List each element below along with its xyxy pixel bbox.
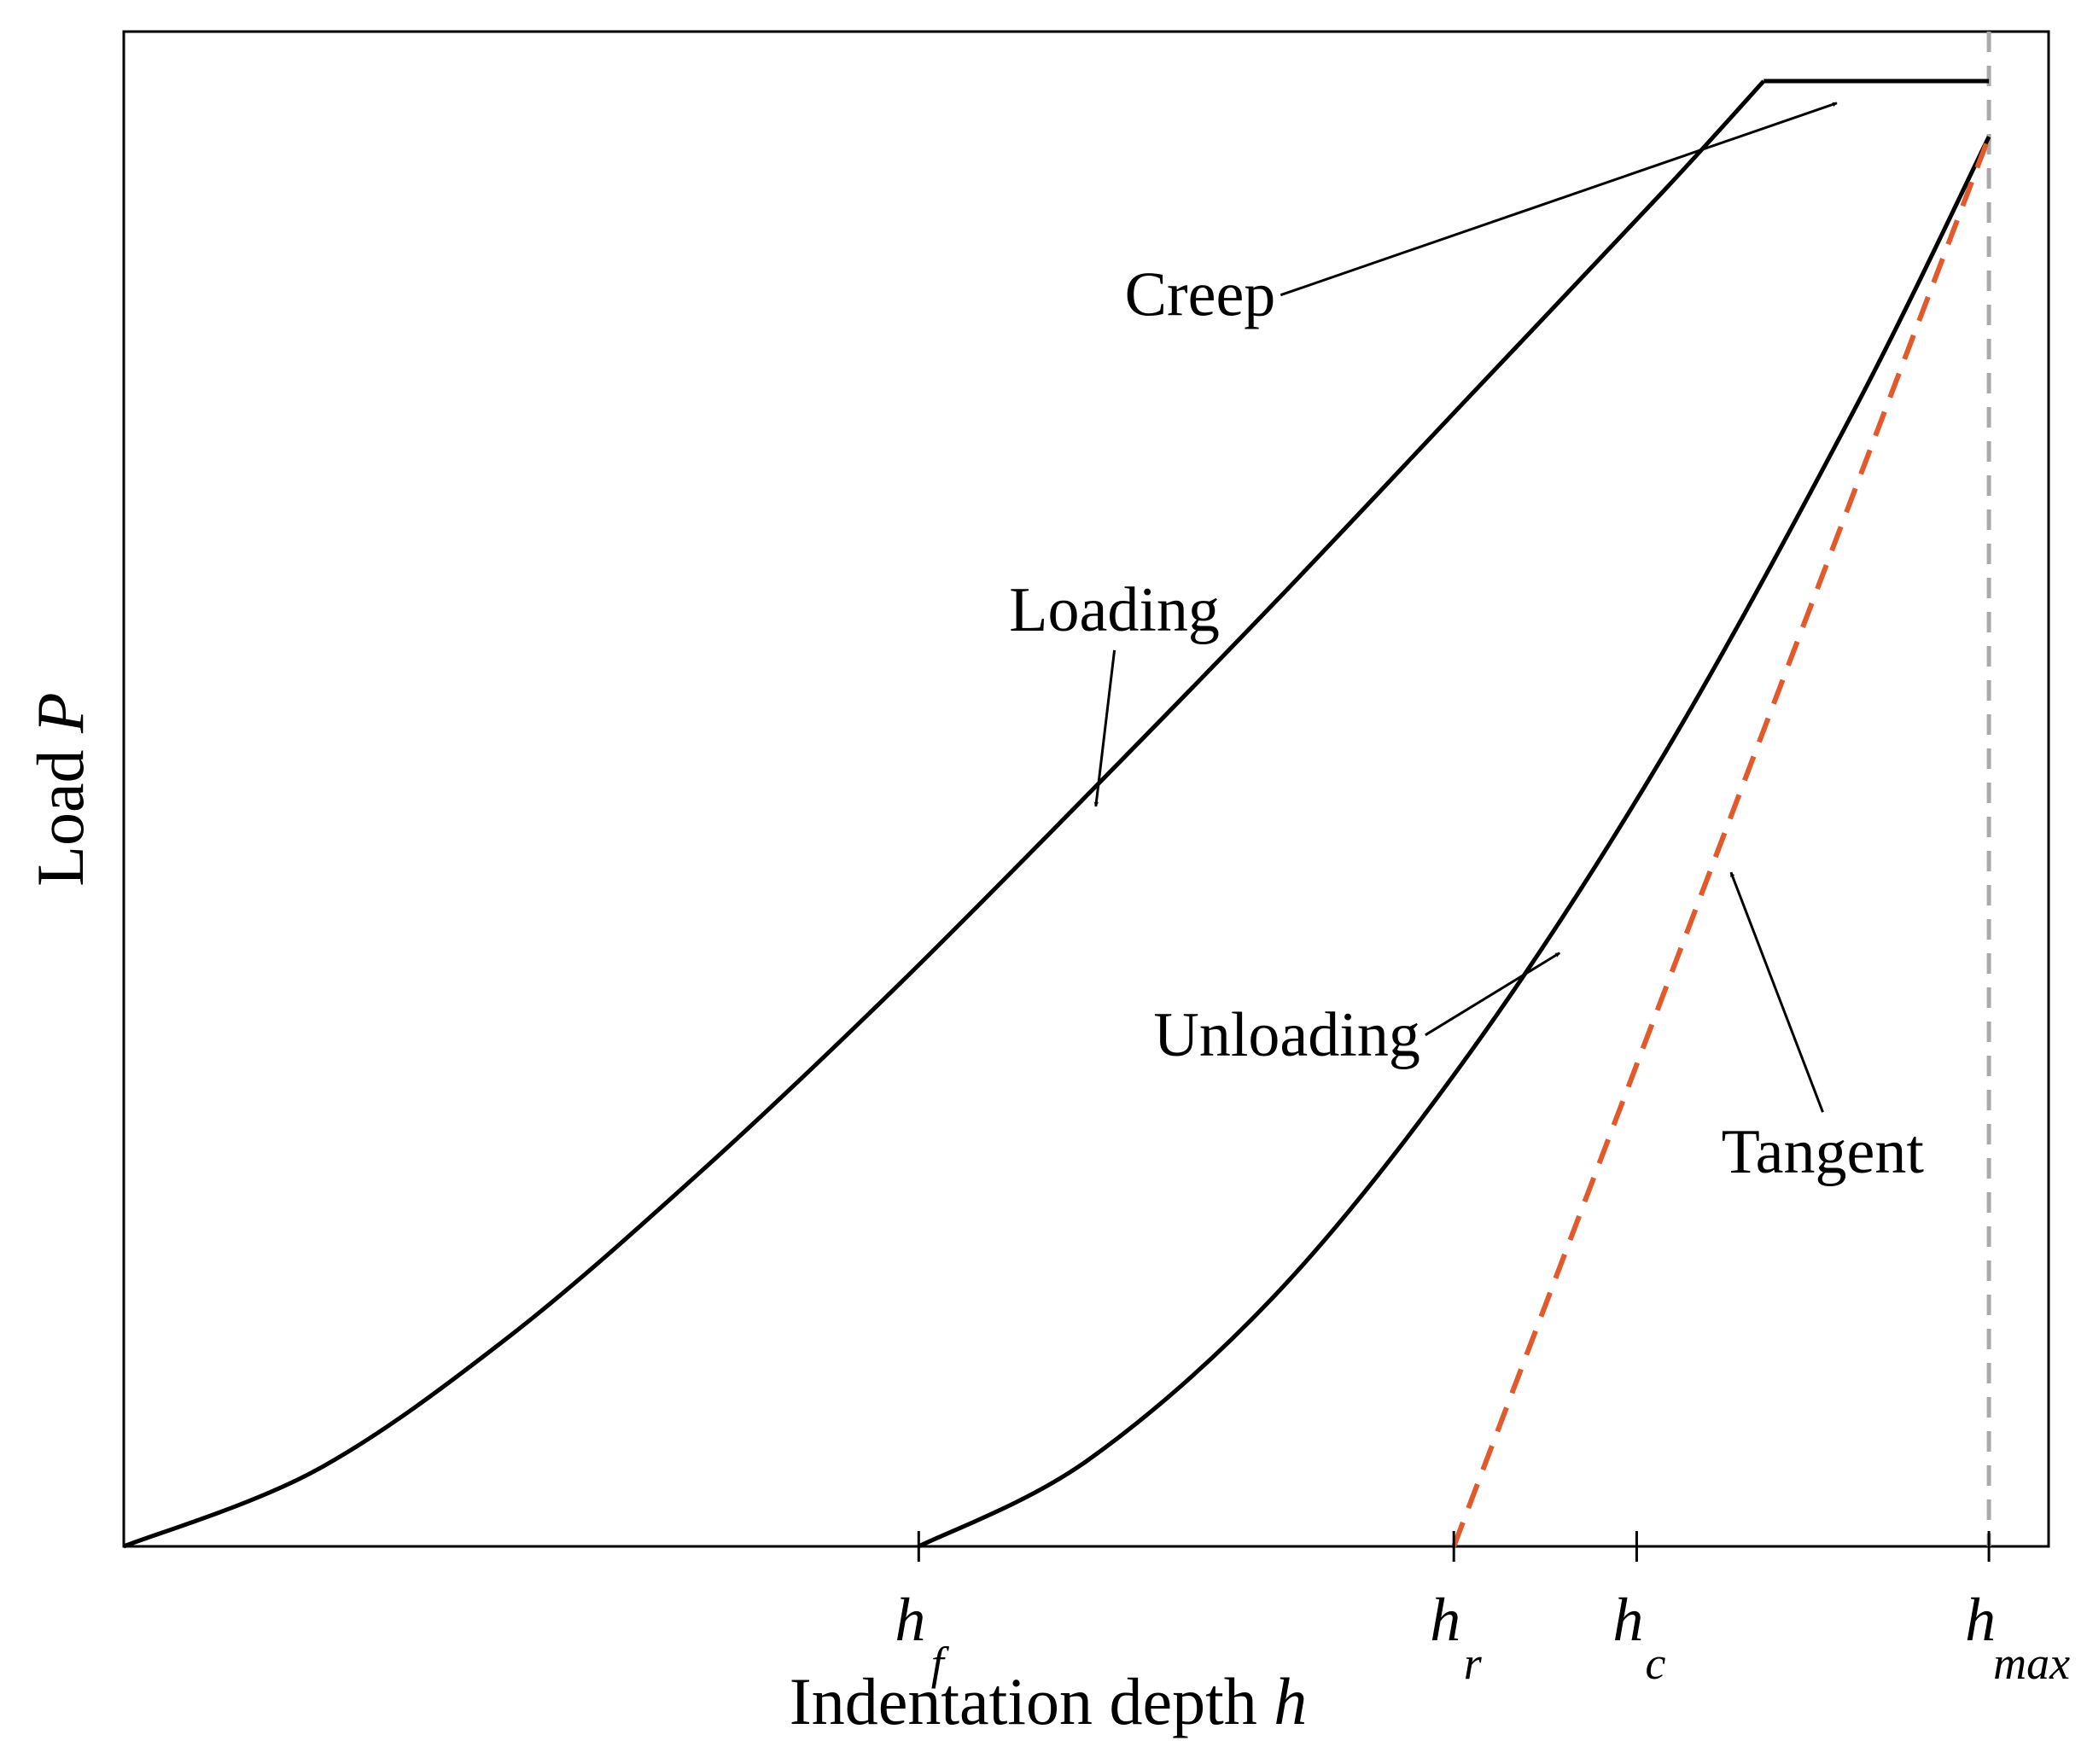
x-tick-subscript-1: r [1464, 1638, 1483, 1689]
annotation-label-1: Loading [1009, 575, 1220, 645]
x-tick-label-1: h [1430, 1586, 1460, 1654]
series-line-0 [123, 79, 1766, 1549]
y-axis-title: Load P [23, 692, 97, 886]
plot-frame [122, 30, 2050, 1548]
x-tick-label-0: h [895, 1586, 925, 1654]
series-line-2 [918, 136, 1991, 1549]
x-tick-label-2: h [1612, 1586, 1643, 1654]
annotation-label-3: Tangent [1722, 1117, 1925, 1187]
annotation-label-0: Creep [1125, 260, 1276, 330]
x-tick-label-3: h [1965, 1586, 1996, 1654]
annotations: Creep Loading Unloading Tangent [1009, 102, 1925, 1187]
x-tick-subscript-3: max [1993, 1638, 2070, 1689]
x-axis-title: Indentation depth h [790, 1664, 1308, 1738]
annotation-label-2: Unloading [1153, 1000, 1420, 1070]
series-line-3 [1451, 136, 1991, 1548]
annotation-arrow-1 [1093, 649, 1116, 807]
x-tick-subscript-2: c [1645, 1638, 1665, 1689]
series-layer [123, 79, 1991, 1549]
annotation-arrow-3 [1729, 871, 1824, 1113]
annotation-arrow-0 [1280, 102, 1838, 297]
annotation-arrow-2 [1425, 952, 1561, 1037]
